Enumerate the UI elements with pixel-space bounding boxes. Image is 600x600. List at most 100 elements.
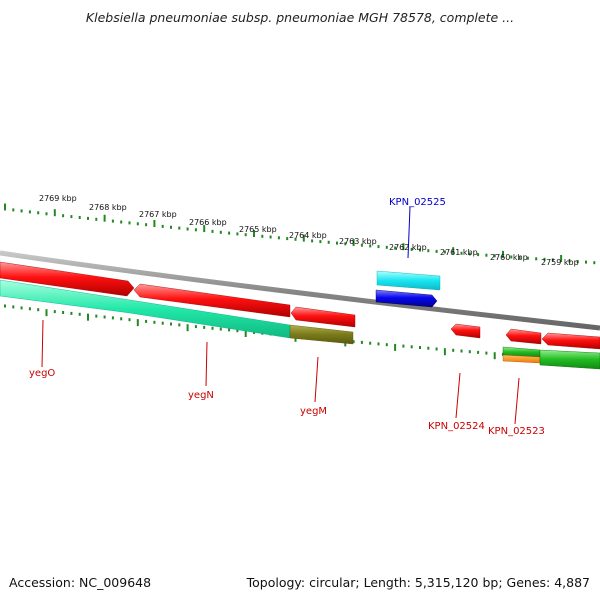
lower-ruler-minor-tick: [377, 342, 380, 346]
gene-green-right[interactable]: [539, 349, 600, 370]
lower-ruler-major-tick: [186, 324, 189, 332]
lower-ruler-major-tick: [87, 313, 89, 321]
lower-ruler-minor-tick: [103, 315, 106, 319]
lower-ruler-minor-tick: [111, 316, 114, 320]
lower-ruler-major-tick: [394, 343, 397, 351]
gene-yegM-forward[interactable]: [290, 306, 356, 328]
ruler-minor-tick: [427, 249, 430, 253]
ruler-minor-tick: [136, 222, 139, 226]
ruler-labels: 2769 kbp 2768 kbp 2767 kbp 2766 kbp 2765…: [39, 194, 579, 267]
lower-ruler-minor-tick: [419, 346, 421, 349]
ruler-minor-tick: [194, 228, 197, 232]
lower-ruler-minor-tick: [95, 314, 98, 318]
lower-ruler-minor-tick: [145, 319, 148, 323]
ruler-minor-tick: [518, 256, 521, 260]
ruler-major-tick: [560, 255, 563, 262]
label-yegM[interactable]: yegM: [300, 406, 327, 417]
tick-label-2763: 2763 kbp: [339, 237, 377, 246]
ruler-minor-tick: [236, 232, 239, 236]
ruler-minor-tick: [543, 257, 546, 261]
lower-ruler-minor-tick: [427, 346, 430, 350]
ruler-minor-tick: [319, 240, 322, 244]
lower-ruler-major-tick: [244, 330, 247, 337]
ruler-major-tick: [103, 214, 106, 222]
ruler-minor-tick: [28, 210, 31, 214]
lower-ruler-major-tick: [136, 319, 139, 327]
gene-olive-block[interactable]: [289, 324, 354, 345]
tick-label-2764: 2764 kbp: [289, 231, 327, 240]
lower-ruler-minor-tick: [468, 350, 471, 354]
gene-right-forward[interactable]: [541, 332, 600, 350]
ruler-minor-tick: [244, 233, 247, 237]
ruler-minor-tick: [443, 250, 446, 254]
leader-yegN: [205, 341, 208, 387]
lower-ruler-minor-tick: [37, 308, 40, 312]
genome-summary: Topology: circular; Length: 5,315,120 bp…: [246, 575, 590, 590]
ruler-major-tick: [352, 239, 355, 246]
lower-ruler-minor-tick: [20, 306, 23, 310]
lower-ruler-minor-tick: [120, 317, 123, 321]
lower-ruler-minor-tick: [161, 321, 164, 325]
gene-KPN_02523-arrow[interactable]: [505, 328, 542, 345]
leader-yegM: [314, 356, 319, 403]
map-title: Klebsiella pneumoniae subsp. pneumoniae …: [85, 10, 515, 25]
ruler-minor-tick: [62, 214, 65, 218]
lower-ruler-minor-tick: [12, 305, 15, 309]
gene-yegN-forward[interactable]: [133, 283, 291, 318]
ruler-minor-tick: [261, 234, 264, 238]
leader-yegO: [41, 319, 44, 368]
leader-KPN_02524: [455, 372, 461, 419]
ruler-minor-tick: [12, 208, 15, 212]
label-yegN[interactable]: yegN: [188, 390, 214, 401]
lower-ruler-minor-tick: [153, 320, 156, 324]
ruler-minor-tick: [311, 239, 314, 243]
tick-label-2759: 2759 kbp: [541, 258, 579, 267]
tick-label-2765: 2765 kbp: [239, 225, 277, 234]
lower-ruler-minor-tick: [402, 344, 405, 348]
gene-cyan-rna[interactable]: [376, 270, 441, 291]
ruler-minor-tick: [468, 252, 471, 256]
lower-ruler-minor-tick: [219, 327, 222, 331]
ruler-minor-tick: [161, 224, 164, 228]
ruler-minor-tick: [369, 244, 372, 248]
ruler-minor-tick: [585, 260, 587, 264]
ruler-minor-tick: [568, 259, 571, 263]
ruler-minor-tick: [120, 220, 123, 224]
ruler-minor-tick: [87, 216, 89, 220]
ruler-minor-tick: [78, 216, 81, 219]
lower-ruler-minor-tick: [352, 340, 355, 344]
label-KPN_02525[interactable]: KPN_02525: [389, 197, 446, 208]
ruler-minor-tick: [493, 254, 496, 258]
ruler-minor-tick: [219, 230, 222, 234]
ruler-minor-tick: [277, 236, 280, 240]
ruler-minor-tick: [576, 260, 579, 264]
lower-ruler-minor-tick: [203, 325, 206, 329]
ruler-major-tick: [502, 250, 504, 258]
ruler-minor-tick: [336, 241, 338, 245]
ruler-minor-tick: [593, 261, 596, 265]
ruler-minor-tick: [344, 242, 347, 246]
gene-KPN_02525[interactable]: [375, 289, 438, 308]
tick-label-2767: 2767 kbp: [139, 210, 177, 219]
ruler-minor-tick: [394, 246, 397, 250]
genome-backbone: [0, 250, 600, 331]
ruler-major-tick: [452, 247, 455, 255]
lower-ruler-minor-tick: [360, 340, 363, 344]
lower-ruler-minor-tick: [236, 329, 239, 333]
gene-forward-left[interactable]: [0, 261, 135, 297]
ruler-major-tick: [253, 230, 255, 237]
lower-ruler-minor-tick: [435, 347, 438, 351]
ruler-minor-tick: [286, 237, 289, 241]
ruler-major-tick: [4, 203, 6, 211]
label-yegO[interactable]: yegO: [29, 368, 55, 379]
lower-ruler-minor-tick: [228, 328, 231, 332]
label-KPN_02523[interactable]: KPN_02523: [488, 426, 545, 437]
lower-ruler-major-tick: [45, 309, 48, 317]
ruler-minor-tick: [37, 211, 40, 215]
gene-KPN_02524-arrow[interactable]: [450, 323, 481, 339]
ruler-minor-tick: [269, 235, 272, 239]
ruler-major-tick: [153, 220, 156, 227]
label-KPN_02524[interactable]: KPN_02524: [428, 421, 485, 432]
lower-ruler-minor-tick: [28, 307, 31, 311]
